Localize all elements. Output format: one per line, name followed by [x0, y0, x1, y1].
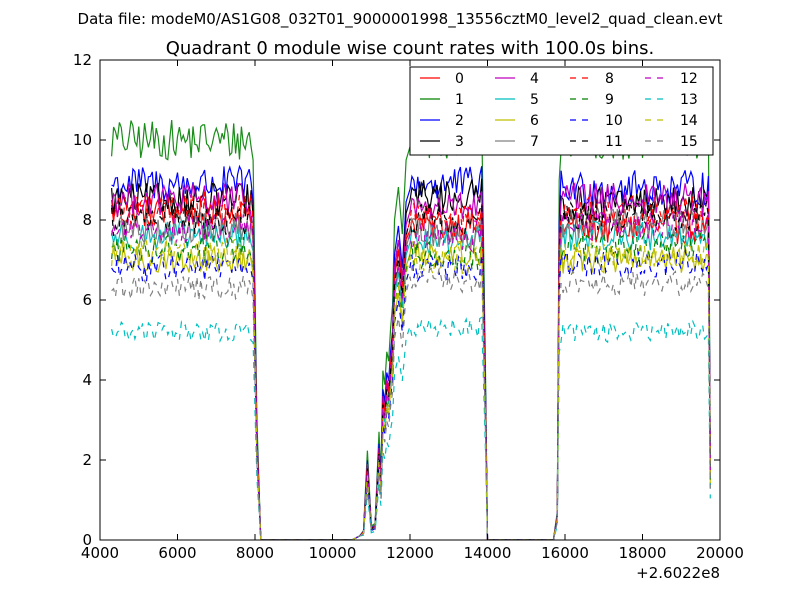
- legend-label-9: 9: [605, 92, 614, 108]
- series-line-12: [111, 207, 711, 540]
- y-tick-label: 6: [82, 291, 92, 309]
- legend-label-0: 0: [455, 71, 464, 87]
- x-tick-label: 8000: [236, 544, 274, 562]
- series-line-3: [111, 178, 711, 540]
- x-tick-label: 4000: [81, 544, 119, 562]
- series-line-9: [111, 231, 711, 540]
- legend-label-13: 13: [680, 92, 698, 108]
- x-tick-label: 20000: [696, 544, 744, 562]
- x-tick-label: 18000: [619, 544, 667, 562]
- y-tick-label: 10: [73, 131, 92, 149]
- legend-label-7: 7: [530, 134, 539, 150]
- y-tick-label: 8: [82, 211, 92, 229]
- series-line-7: [111, 207, 711, 540]
- chart-title: Quadrant 0 module wise count rates with …: [166, 38, 655, 59]
- series-line-14: [111, 236, 711, 540]
- legend-label-15: 15: [680, 134, 698, 150]
- legend-box: [409, 66, 714, 156]
- legend-label-5: 5: [530, 92, 539, 108]
- legend-label-8: 8: [605, 71, 614, 87]
- x-tick-label: 16000: [541, 544, 589, 562]
- legend-label-4: 4: [530, 71, 539, 87]
- series-line-13: [111, 316, 711, 540]
- series-line-11: [111, 200, 711, 540]
- legend-label-10: 10: [605, 113, 623, 129]
- series-line-8: [111, 191, 711, 540]
- legend-label-12: 12: [680, 71, 698, 87]
- legend-label-1: 1: [455, 92, 464, 108]
- x-tick-label: 6000: [158, 544, 196, 562]
- legend-label-6: 6: [530, 113, 539, 129]
- legend-label-14: 14: [680, 113, 698, 129]
- y-tick-label: 2: [82, 451, 92, 469]
- y-tick-label: 4: [82, 371, 92, 389]
- x-tick-label: 12000: [386, 544, 434, 562]
- y-tick-label: 12: [73, 51, 92, 69]
- series-line-6: [111, 237, 711, 540]
- series-layer: [111, 119, 711, 540]
- x-tick-label: 14000: [464, 544, 512, 562]
- x-tick-label: 10000: [309, 544, 357, 562]
- chart-suptitle: Data file: modeM0/AS1G08_032T01_90000019…: [78, 10, 723, 29]
- legend-label-2: 2: [455, 113, 464, 129]
- legend-label-11: 11: [605, 134, 623, 150]
- axis-ticks: 4000 6000 8000 10000 12000 14000 16000 18000 200…: [73, 51, 744, 562]
- series-line-15: [111, 266, 711, 540]
- legend-label-3: 3: [455, 134, 464, 150]
- y-tick-label: 0: [82, 531, 92, 549]
- x-offset-label: +2.6022e8: [636, 564, 720, 582]
